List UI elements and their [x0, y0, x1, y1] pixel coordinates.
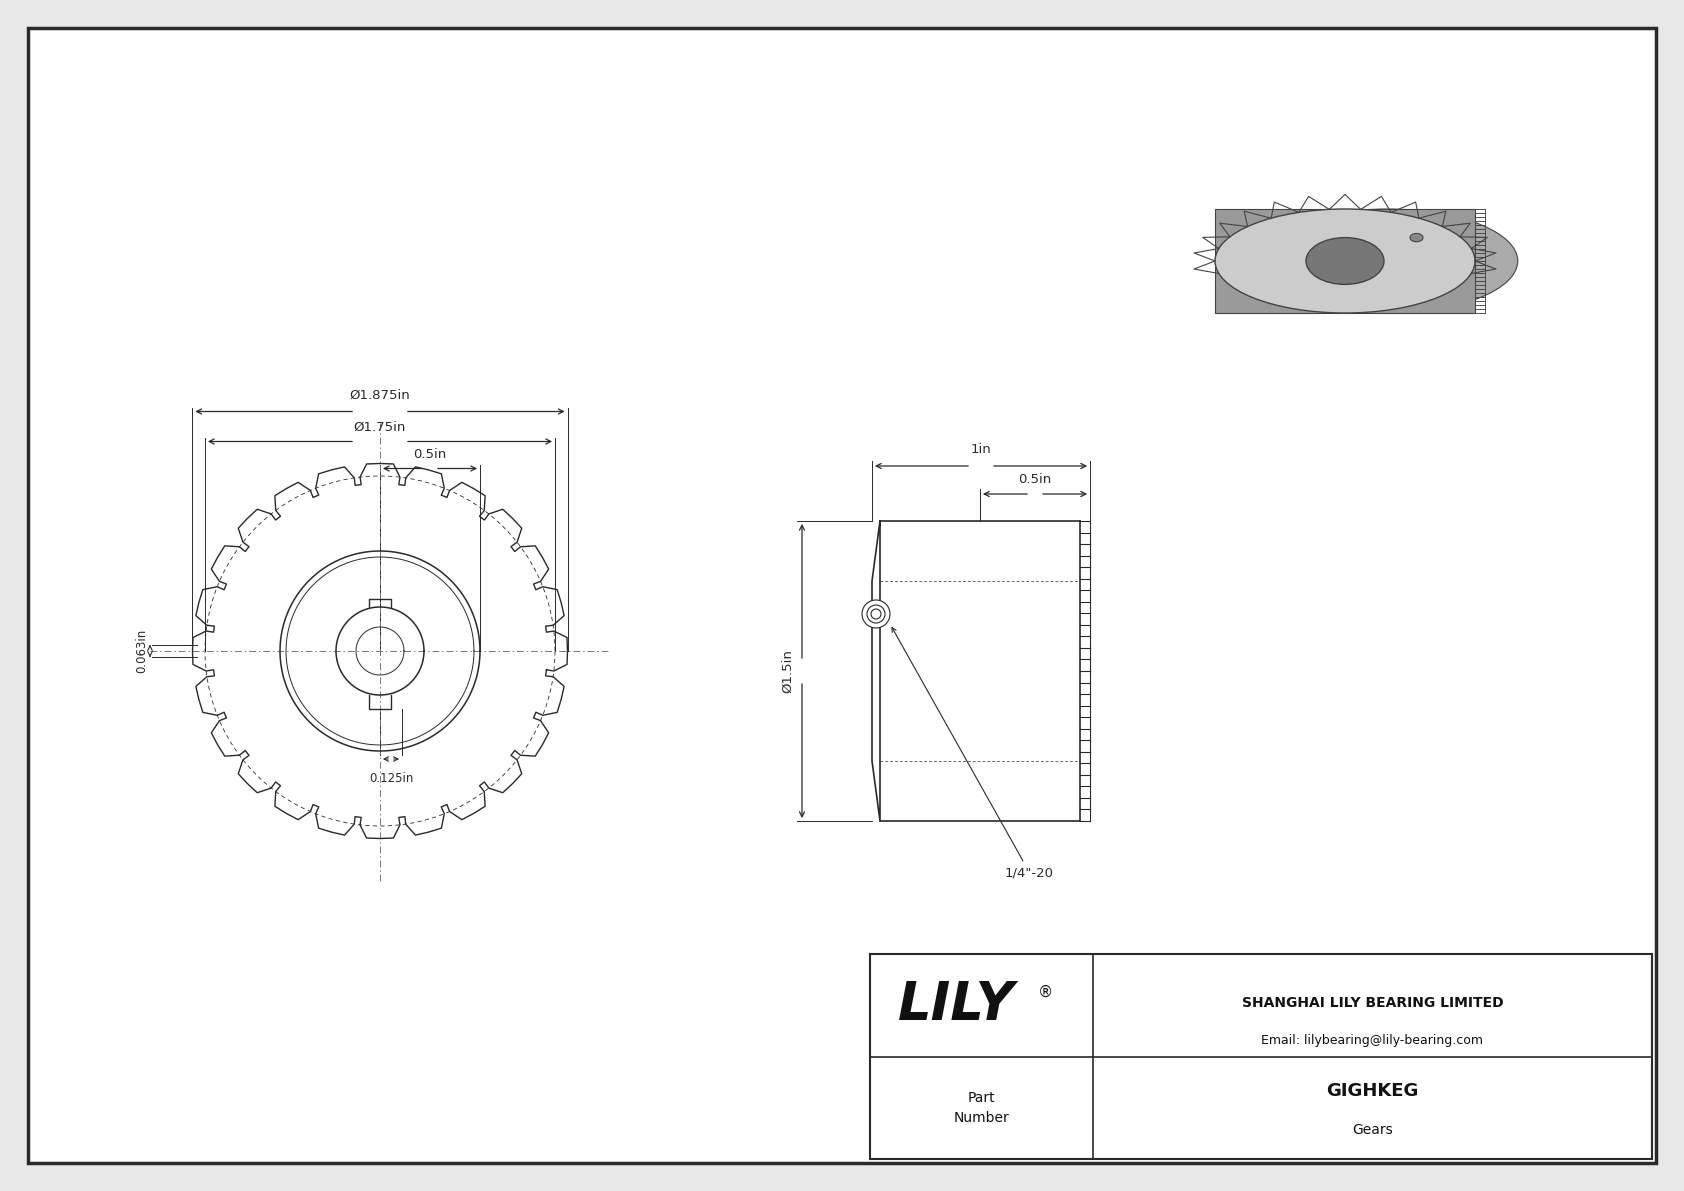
- Ellipse shape: [1410, 233, 1423, 242]
- Circle shape: [862, 600, 891, 628]
- Text: Ø1.75in: Ø1.75in: [354, 420, 406, 434]
- Text: Gears: Gears: [1352, 1123, 1393, 1137]
- Polygon shape: [1214, 208, 1475, 313]
- Text: ®: ®: [1037, 985, 1052, 1000]
- Ellipse shape: [1258, 208, 1517, 313]
- Text: 1in: 1in: [970, 443, 992, 456]
- Text: 0.063in: 0.063in: [135, 629, 148, 673]
- Text: LILY: LILY: [898, 979, 1015, 1031]
- Text: 0.125in: 0.125in: [369, 772, 413, 785]
- Text: GIGHKEG: GIGHKEG: [1327, 1083, 1418, 1100]
- Circle shape: [867, 605, 886, 623]
- Text: Email: lilybearing@lily-bearing.com: Email: lilybearing@lily-bearing.com: [1261, 1034, 1484, 1047]
- Text: Part
Number: Part Number: [953, 1091, 1009, 1124]
- Ellipse shape: [1214, 208, 1475, 313]
- Text: 1/4"-20: 1/4"-20: [893, 628, 1054, 879]
- Text: Ø1.875in: Ø1.875in: [350, 388, 411, 401]
- Text: 0.5in: 0.5in: [1019, 473, 1051, 486]
- Text: 0.5in: 0.5in: [413, 448, 446, 461]
- Ellipse shape: [1307, 237, 1384, 285]
- Bar: [871, 954, 1652, 1159]
- Text: SHANGHAI LILY BEARING LIMITED: SHANGHAI LILY BEARING LIMITED: [1241, 996, 1504, 1010]
- Text: Ø1.5in: Ø1.5in: [781, 649, 795, 693]
- Circle shape: [871, 609, 881, 619]
